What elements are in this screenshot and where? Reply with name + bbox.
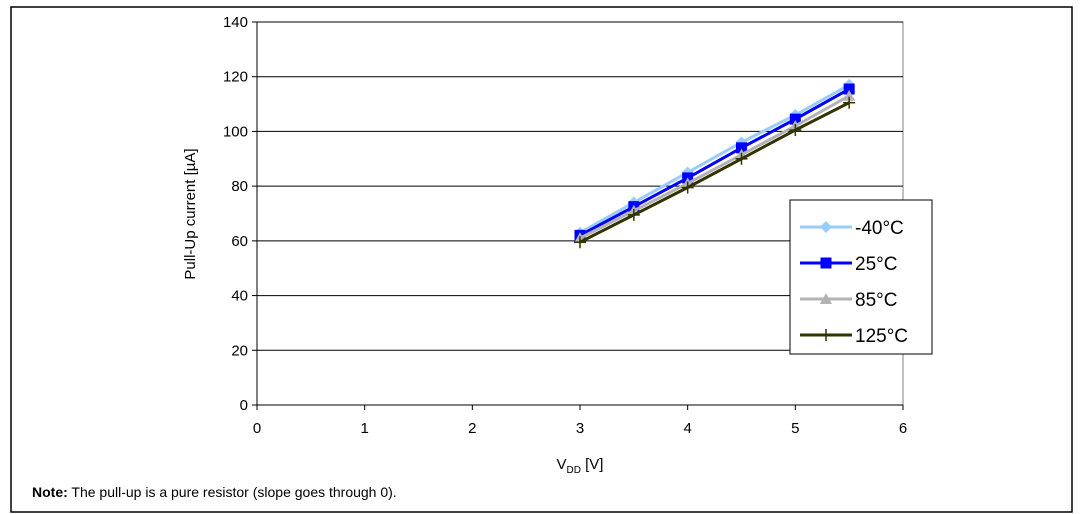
x-tick-label-1: 1 [360, 420, 368, 437]
series-3-point-5 [843, 96, 856, 109]
series-1-point-4 [789, 113, 801, 125]
series-lines [574, 78, 856, 249]
legend-swatch-marker-2 [820, 293, 832, 304]
legend-entry-3: 125°C [800, 326, 908, 347]
x-tick-label-6: 6 [899, 420, 907, 437]
legend-label-0: -40°C [855, 218, 904, 239]
legend-label-2: 85°C [855, 290, 897, 311]
y-tick-label-1: 20 [231, 342, 248, 359]
series-2-point-5 [843, 89, 856, 101]
series-3-point-3 [735, 152, 748, 165]
x-axis-label-main: V [557, 456, 567, 473]
legend-swatch-marker-3 [820, 329, 832, 341]
y-tick-label-4: 80 [231, 178, 248, 195]
series-3-point-0 [574, 236, 586, 249]
legend: -40°C 25°C 85°C 125°C [789, 199, 933, 355]
y-tick-label-0: 0 [240, 397, 248, 414]
series-3-point-2 [681, 181, 694, 194]
x-tick-label-5: 5 [791, 420, 799, 437]
legend-swatch-marker-0 [820, 221, 832, 233]
y-tick-label-7: 140 [223, 14, 248, 31]
x-tick-label-2: 2 [468, 420, 476, 437]
axes [252, 21, 904, 410]
x-tick-label-0: 0 [253, 420, 261, 437]
x-axis-label: VDD [V] [557, 456, 604, 476]
series-1-point-5 [843, 83, 855, 95]
note-label: Note: [32, 484, 68, 500]
legend-entry-2: 85°C [800, 290, 897, 311]
legend-entry-1: 25°C [800, 254, 897, 275]
x-axis-label-sub: DD [567, 465, 581, 476]
x-tick-label-3: 3 [576, 420, 584, 437]
y-tick-labels: 0 20 40 60 80 100 120 140 [223, 14, 248, 414]
y-tick-label-2: 40 [231, 288, 248, 305]
series-3-point-1 [627, 208, 640, 221]
series-3-line [579, 101, 850, 244]
x-axis-label-unit: [V] [581, 456, 604, 473]
x-tick-label-4: 4 [683, 420, 691, 437]
series-0-line [579, 83, 850, 234]
series-1-line [579, 87, 850, 237]
series-2-line [579, 94, 850, 240]
series-1-point-3 [736, 142, 747, 154]
legend-swatch-marker-1 [820, 257, 832, 269]
y-tick-label-3: 60 [231, 233, 248, 250]
series-3-point-4 [789, 124, 802, 137]
y-axis-label: Pull-Up current [µA] [182, 148, 199, 279]
y-tick-label-5: 100 [223, 123, 248, 140]
legend-label-1: 25°C [855, 254, 897, 275]
series-3 [574, 96, 856, 249]
footnote: Note: The pull-up is a pure resistor (sl… [32, 484, 397, 500]
y-tick-label-6: 120 [223, 69, 248, 86]
x-tick-labels: 0 1 2 3 4 5 6 [253, 420, 907, 437]
legend-label-3: 125°C [855, 326, 908, 347]
legend-entry-0: -40°C [800, 218, 904, 239]
note-text: The pull-up is a pure resistor (slope go… [68, 484, 397, 500]
